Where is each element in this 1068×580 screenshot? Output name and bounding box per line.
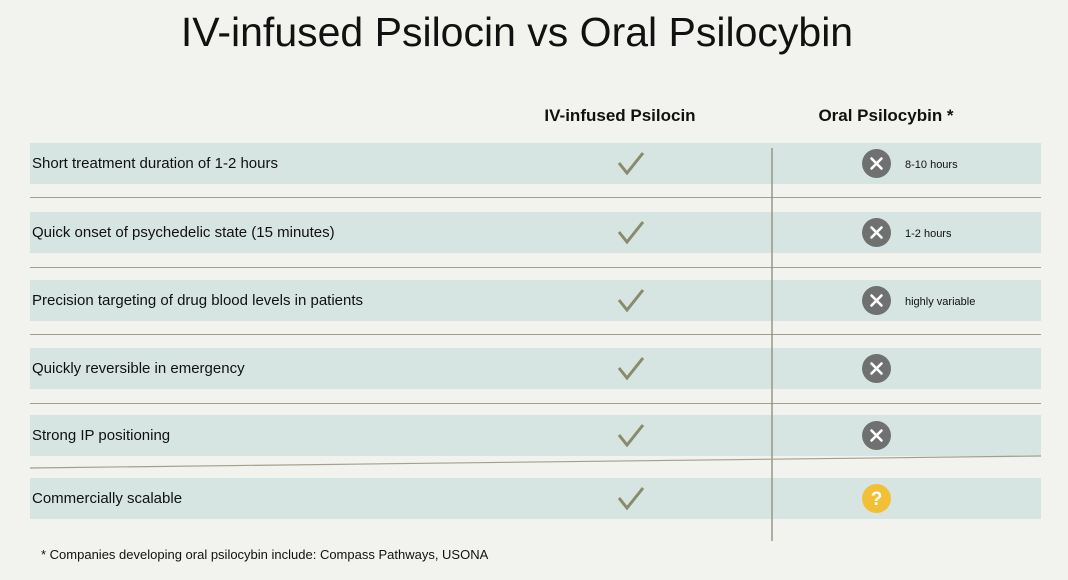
x-circle-icon [862, 421, 891, 450]
slanted-row-divider [29, 455, 1042, 469]
footnote: * Companies developing oral psilocybin i… [41, 547, 489, 562]
x-circle-icon [862, 286, 891, 315]
comparison-row: Strong IP positioning [30, 415, 1041, 456]
row-label: Precision targeting of drug blood levels… [32, 292, 364, 309]
comparison-row: Commercially scalable ? [30, 478, 1041, 519]
check-icon [617, 152, 645, 175]
check-icon [617, 424, 645, 447]
x-circle-icon [862, 218, 891, 247]
svg-text:?: ? [871, 489, 883, 510]
comparison-row: Short treatment duration of 1-2 hours 8-… [30, 143, 1041, 184]
oral-note: highly variable [905, 296, 976, 308]
row-label: Strong IP positioning [32, 427, 171, 444]
row-divider [30, 197, 1041, 198]
row-label: Short treatment duration of 1-2 hours [32, 155, 278, 172]
slide-title: IV-infused Psilocin vs Oral Psilocybin [180, 9, 854, 55]
comparison-row: Quick onset of psychedelic state (15 min… [30, 212, 1041, 253]
question-circle-icon: ? [862, 484, 891, 513]
row-divider [30, 334, 1041, 335]
column-header-iv: IV-infused Psilocin [544, 106, 696, 125]
comparison-row: Quickly reversible in emergency [30, 348, 1041, 389]
oral-note: 1-2 hours [905, 228, 952, 240]
check-icon [617, 221, 645, 244]
check-icon [617, 357, 645, 380]
row-label: Quickly reversible in emergency [32, 360, 245, 377]
x-circle-icon [862, 149, 891, 178]
row-divider [30, 403, 1041, 404]
check-icon [617, 487, 645, 510]
oral-note: 8-10 hours [905, 159, 958, 171]
comparison-row: Precision targeting of drug blood levels… [30, 280, 1041, 321]
x-circle-icon [862, 354, 891, 383]
row-label: Commercially scalable [32, 490, 183, 507]
check-icon [617, 289, 645, 312]
row-divider [30, 267, 1041, 268]
column-header-oral: Oral Psilocybin * [818, 106, 954, 125]
row-label: Quick onset of psychedelic state (15 min… [32, 224, 335, 241]
